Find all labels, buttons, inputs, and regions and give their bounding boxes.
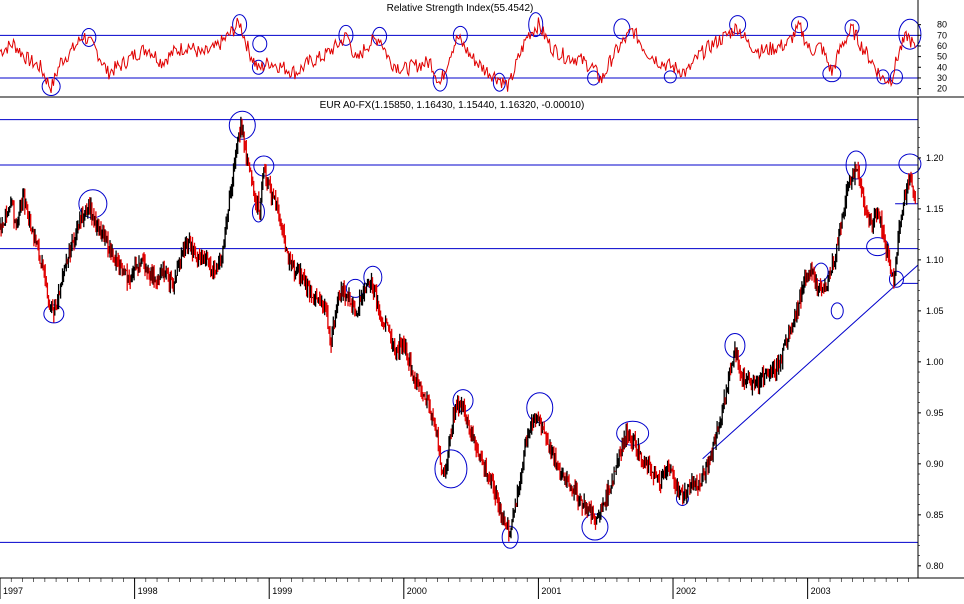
x-tick-label: 2003 [811,586,831,596]
x-tick-label: 2001 [541,586,561,596]
x-tick-label: 2002 [676,586,696,596]
rsi-tick-label: 50 [937,52,947,62]
rsi-tick-label: 20 [937,84,947,94]
price-marker-circle [501,525,519,549]
rsi-marker-circle [81,27,97,47]
rsi-marker-circle [889,69,903,85]
rsi-marker-circle [613,18,631,40]
rsi-marker-circle [492,72,506,92]
price-tick-label: 0.80 [926,561,944,571]
price-marker-circle [434,449,468,489]
price-tick-label: 0.85 [926,510,944,520]
rsi-marker-circle [432,68,448,92]
trend-line [702,264,919,460]
rsi-marker-circle [844,19,860,37]
rsi-marker-circle [791,16,809,34]
rsi-marker-circle [822,65,842,83]
rsi-marker-circle [232,14,248,36]
price-tick-label: 0.90 [926,459,944,469]
x-tick-label: 1998 [138,586,158,596]
panel-frames [0,0,964,579]
rsi-marker-circle [898,18,922,50]
rsi-marker-circle [252,35,268,53]
price-tick-label: 0.95 [926,408,944,418]
level-lines [0,34,918,543]
rsi-tick-label: 70 [937,30,947,40]
price-tick-label: 1.15 [926,204,944,214]
price-marker-circle [898,153,922,175]
series-layer [0,17,916,542]
rsi-panel-title: Relative Strength Index(55.4542) [387,3,534,14]
x-tick-label: 1999 [272,586,292,596]
price-marker-circle [830,302,844,320]
rsi-marker-circle [372,26,388,46]
price-tick-label: 1.10 [926,255,944,265]
x-tick-label: 2000 [407,586,427,596]
rsi-tick-label: 30 [937,73,947,83]
rsi-marker-circle [452,25,468,45]
rsi-marker-circle [528,12,544,38]
rsi-marker-circle [338,24,354,46]
price-panel-title: EUR A0-FX(1.15850, 1.16430, 1.15440, 1.1… [320,100,585,111]
price-tick-label: 1.20 [926,153,944,163]
rsi-line [0,17,916,94]
price-tick-label: 1.05 [926,306,944,316]
rsi-tick-label: 40 [937,62,947,72]
price-marker-circle [43,304,65,324]
price-marker-circle [845,150,867,180]
rsi-marker-circle [663,70,677,84]
x-tick-label: 1997 [3,586,23,596]
annotations [41,12,922,549]
rsi-tick-label: 80 [937,20,947,30]
price-tick-label: 1.00 [926,357,944,367]
price-marker-circle [228,110,256,140]
rsi-marker-circle [41,76,61,96]
rsi-tick-label: 60 [937,41,947,51]
rsi-marker-circle [876,69,890,85]
